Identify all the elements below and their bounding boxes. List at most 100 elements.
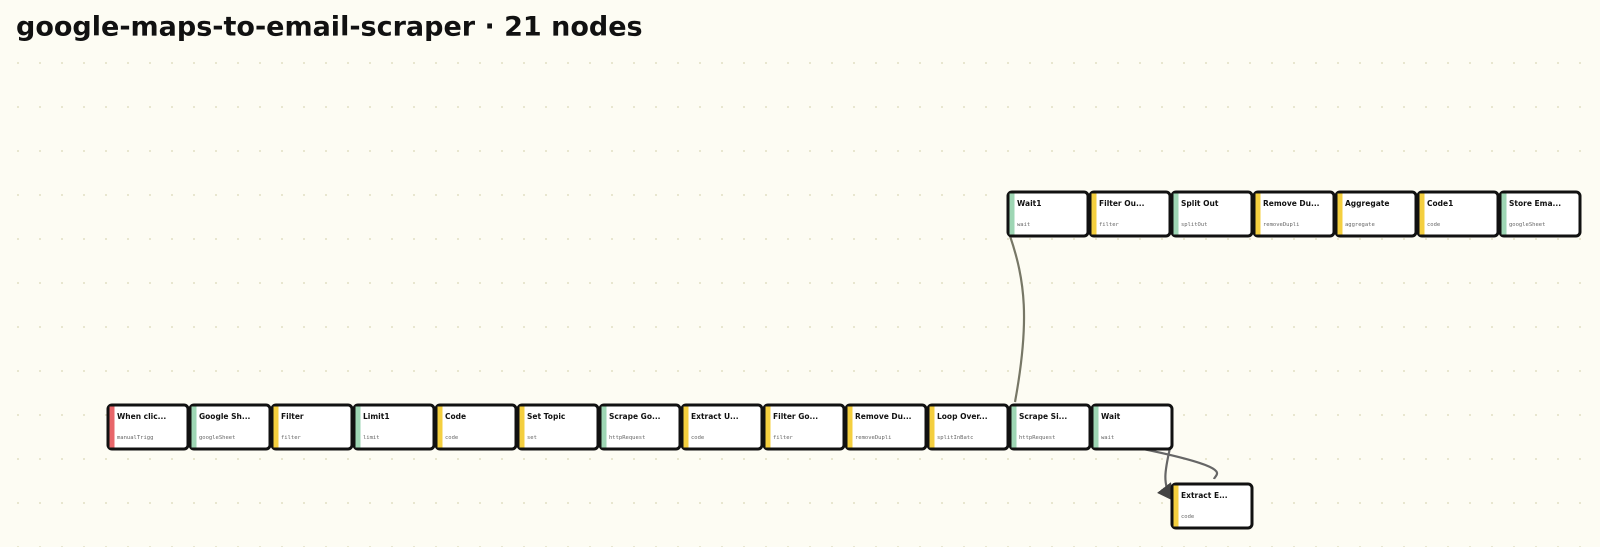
node-box [1498, 190, 1582, 238]
node[interactable]: Filter Ou... filter [1088, 190, 1172, 238]
node-box [270, 403, 354, 451]
node[interactable]: Remove Du... removeDupli [844, 403, 928, 451]
node[interactable]: Scrape Go... httpRequest [598, 403, 682, 451]
node-type: googleSheet [199, 435, 235, 441]
node-label: Wait [1101, 412, 1121, 421]
nodes: When clic... manualTrigg Google Sh... googl… [106, 190, 1582, 530]
node-label: Filter Go... [773, 412, 818, 421]
node-accent [437, 406, 443, 448]
node[interactable]: When clic... manualTrigg [106, 403, 190, 451]
node-type: googleSheet [1509, 222, 1545, 228]
node[interactable]: Filter Go... filter [762, 403, 846, 451]
node-type: filter [1099, 222, 1120, 228]
node-type: httpRequest [1019, 435, 1055, 441]
node[interactable]: Split Out splitOut [1170, 190, 1254, 238]
node[interactable]: Wait1 wait [1006, 190, 1090, 238]
node-accent [1501, 193, 1507, 235]
node-label: Wait1 [1017, 199, 1041, 208]
node-type: filter [773, 435, 794, 441]
workflow-title: google-maps-to-email-scraper · 21 nodes [16, 12, 643, 43]
node-box [1088, 190, 1172, 238]
node-type: removeDupli [1263, 222, 1299, 228]
node[interactable]: Store Ema... googleSheet [1498, 190, 1582, 238]
node-box [1334, 190, 1418, 238]
node-accent [1419, 193, 1425, 235]
node[interactable]: Code code [434, 403, 518, 451]
node-box [516, 403, 600, 451]
node-accent [355, 406, 361, 448]
node-box [1416, 190, 1500, 238]
node-type: code [1427, 222, 1440, 228]
node-type: code [445, 435, 458, 441]
node[interactable]: Filter filter [270, 403, 354, 451]
node[interactable]: Wait wait [1090, 403, 1174, 451]
node-accent [1011, 406, 1017, 448]
node-accent [1173, 485, 1179, 527]
node-accent [929, 406, 935, 448]
node-type: manualTrigg [117, 435, 153, 441]
node-accent [847, 406, 853, 448]
node-label: Loop Over... [937, 412, 988, 421]
node-accent [1091, 193, 1097, 235]
node-accent [273, 406, 279, 448]
node-label: Aggregate [1345, 199, 1389, 208]
node[interactable]: Extract U... code [680, 403, 764, 451]
node-box [1006, 190, 1090, 238]
node[interactable]: Code1 code [1416, 190, 1500, 238]
node[interactable]: Extract E... code [1170, 482, 1254, 530]
connection [1008, 235, 1026, 403]
node-accent [1093, 406, 1099, 448]
node-box [1252, 190, 1336, 238]
node-type: filter [281, 435, 302, 441]
node-accent [1009, 193, 1015, 235]
node-type: code [1181, 514, 1194, 520]
node-accent [1255, 193, 1261, 235]
node-accent [519, 406, 525, 448]
node-box [844, 403, 928, 451]
node-type: splitOut [1181, 222, 1208, 228]
grid-dots [0, 40, 1600, 547]
node-accent [1337, 193, 1343, 235]
node-accent [683, 406, 689, 448]
node-label: Filter [281, 412, 304, 421]
node-accent [191, 406, 197, 448]
node-label: Remove Du... [1263, 199, 1320, 208]
node-label: Scrape Go... [609, 412, 661, 421]
node-type: removeDupli [855, 435, 891, 441]
node[interactable]: Scrape Si... httpRequest [1008, 403, 1092, 451]
connection [1127, 444, 1219, 480]
node-box [1090, 403, 1174, 451]
node[interactable]: Google Sh... googleSheet [188, 403, 272, 451]
node-label: Extract U... [691, 412, 739, 421]
node-box [680, 403, 764, 451]
node-label: Set Topic [527, 412, 565, 421]
node-box [188, 403, 272, 451]
node-label: Remove Du... [855, 412, 912, 421]
node[interactable]: Loop Over... splitInBatc [926, 403, 1010, 451]
node-label: Extract E... [1181, 491, 1228, 500]
node-box [434, 403, 518, 451]
node-box [762, 403, 846, 451]
node-type: aggregate [1345, 222, 1375, 228]
node[interactable]: Aggregate aggregate [1334, 190, 1418, 238]
connections [1008, 235, 1219, 502]
node-label: Limit1 [363, 412, 390, 421]
node-box [926, 403, 1010, 451]
node-type: splitInBatc [937, 435, 973, 441]
node-type: wait [1017, 222, 1030, 228]
node-label: Code1 [1427, 199, 1453, 208]
node-label: Split Out [1181, 199, 1219, 208]
node-label: Code [445, 412, 466, 421]
node-box [1170, 482, 1254, 530]
node-label: Filter Ou... [1099, 199, 1145, 208]
node-accent [765, 406, 771, 448]
node[interactable]: Limit1 limit [352, 403, 436, 451]
node[interactable]: Remove Du... removeDupli [1252, 190, 1336, 238]
node-label: Scrape Si... [1019, 412, 1067, 421]
node-type: limit [363, 435, 380, 441]
node-type: set [527, 435, 537, 441]
node[interactable]: Set Topic set [516, 403, 600, 451]
node-box [106, 403, 190, 451]
node-type: httpRequest [609, 435, 645, 441]
